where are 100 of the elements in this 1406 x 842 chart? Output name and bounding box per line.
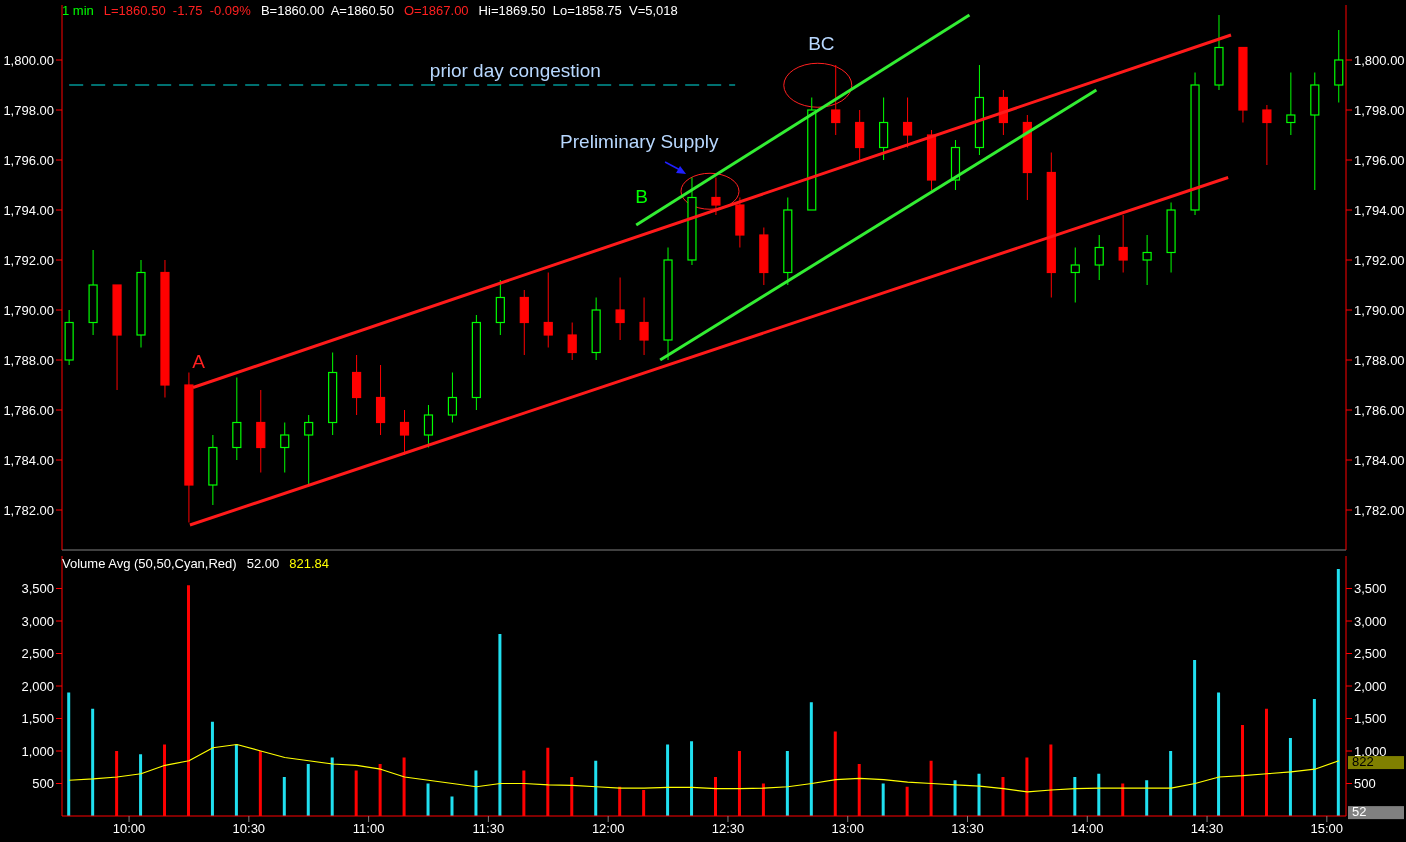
y2-tick-label: 1,794.00 [1354, 202, 1405, 218]
annotation: O=1867.00 [403, 3, 469, 18]
candlestick [567, 322, 577, 361]
bar [1145, 780, 1149, 816]
y2-tick-label: 1,792.00 [1354, 252, 1405, 268]
y-tick-label: 1,792.00 [3, 252, 54, 268]
annotation: 52.00 [246, 556, 280, 571]
line-series [68, 743, 1340, 793]
y2-tick-label: 500 [1354, 776, 1376, 792]
annotation: 821.84 [289, 556, 329, 571]
annotation: L=1860.50 -1.75 -0.09% [103, 3, 251, 18]
chart-title: Volume Avg (50,50,Cyan,Red) [62, 556, 237, 571]
y2-tick-label: 3,500 [1354, 581, 1387, 597]
candlestick [1262, 104, 1272, 166]
candlestick [711, 177, 721, 216]
bar [1097, 773, 1101, 816]
y-tick-label: 3,500 [21, 581, 54, 597]
x-tick-label: 14:00 [1071, 821, 1104, 837]
candlestick [1142, 234, 1152, 286]
annotation: B [635, 185, 649, 207]
y-tick-label: 1,800.00 [3, 52, 54, 68]
candlestick [447, 372, 458, 423]
x-tick-label: 10:00 [112, 821, 146, 837]
x-tick-label: 14:30 [1190, 821, 1224, 837]
y-tick-label: 1,784.00 [3, 452, 54, 468]
bar [498, 634, 502, 816]
bar [1312, 699, 1316, 816]
bar [1217, 692, 1221, 816]
annotation: BC [808, 33, 835, 55]
annotation: Preliminary Supply [560, 130, 720, 152]
candlestick [304, 414, 314, 486]
x-tick-label: 12:00 [591, 821, 625, 837]
bar [785, 751, 789, 816]
bar [234, 744, 238, 816]
y-tick-label: 1,796.00 [3, 152, 54, 168]
candlestick [615, 277, 625, 341]
y-tick-label: 1,786.00 [3, 402, 54, 418]
candlestick [423, 404, 434, 448]
y2-tick-label: 1,782.00 [1354, 502, 1405, 518]
candlestick [831, 64, 841, 136]
candlestick [280, 422, 290, 473]
y-tick-label: 2,000 [21, 678, 54, 694]
bar [809, 702, 813, 816]
candlestick [1070, 247, 1080, 303]
x-tick-label: 11:30 [472, 821, 505, 837]
y-tick-label: 1,798.00 [3, 102, 54, 118]
bar [306, 764, 310, 816]
bar [450, 796, 454, 816]
y2-tick-label: 1,788.00 [1354, 352, 1405, 368]
candlestick [1094, 234, 1104, 281]
bar [594, 760, 598, 816]
bar [881, 783, 885, 816]
y2-tick-label: 3,000 [1354, 613, 1387, 629]
candlestick [639, 297, 649, 356]
bar [91, 708, 95, 816]
bar [426, 783, 430, 816]
y2-tick-label: 1,798.00 [1354, 102, 1405, 118]
y2-tick-label: 1,800.00 [1354, 52, 1405, 68]
x-tick-label: 12:30 [711, 821, 745, 837]
x-tick-label: 11:00 [352, 821, 385, 837]
bar [67, 692, 71, 816]
y-tick-label: 1,790.00 [3, 302, 54, 318]
bar [474, 770, 478, 816]
y-tick-label: 1,782.00 [3, 502, 54, 518]
y2-tick-label: 1,790.00 [1354, 302, 1405, 318]
annotation: Hi=1869.50 Lo=1858.75 V=5,018 [478, 3, 678, 18]
bar [1169, 751, 1173, 816]
bar [210, 721, 214, 816]
y2-tick-label: 1,500 [1354, 711, 1387, 727]
bar [1073, 777, 1077, 816]
annotation: B=1860.00 A=1860.50 [260, 3, 394, 18]
text: 52 [1352, 804, 1367, 820]
y-tick-label: 500 [32, 776, 54, 792]
y-tick-label: 1,500 [21, 711, 54, 727]
bar [977, 773, 981, 816]
candlestick [1286, 72, 1296, 136]
x-tick-label: 10:30 [232, 821, 266, 837]
y-tick-label: 2,500 [21, 646, 54, 662]
y-tick-label: 1,000 [21, 743, 54, 759]
candlestick [543, 272, 553, 348]
y2-tick-label: 1,796.00 [1354, 152, 1405, 168]
y2-tick-label: 1,784.00 [1354, 452, 1405, 468]
bar [666, 744, 670, 816]
y2-tick-label: 2,500 [1354, 646, 1387, 662]
candlestick [1118, 214, 1128, 273]
bar [690, 741, 694, 816]
bar [1193, 660, 1197, 816]
bar [1336, 569, 1340, 816]
x-tick-label: 13:00 [831, 821, 864, 837]
bar [282, 777, 286, 816]
y2-tick-label: 2,000 [1354, 678, 1387, 694]
annotation: A [192, 350, 206, 372]
bar [139, 754, 143, 816]
x-tick-label: 15:00 [1310, 821, 1344, 837]
y-tick-label: 1,794.00 [3, 202, 54, 218]
bar [1288, 738, 1292, 816]
bar [330, 757, 334, 816]
y2-tick-label: 1,786.00 [1354, 402, 1405, 418]
chart-title: 1 min [62, 3, 94, 18]
y-tick-label: 3,000 [21, 613, 54, 629]
